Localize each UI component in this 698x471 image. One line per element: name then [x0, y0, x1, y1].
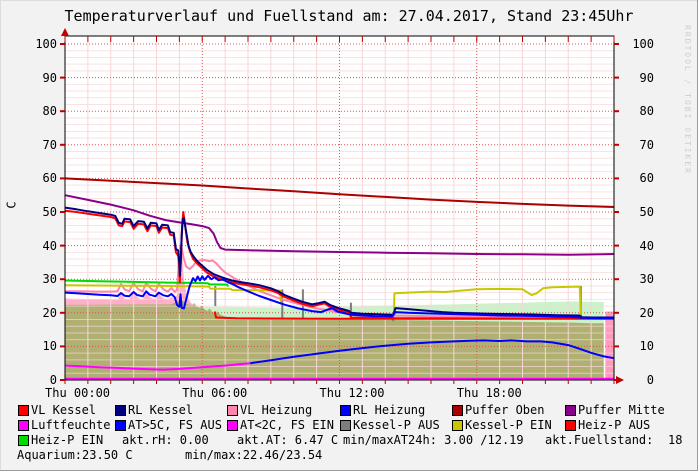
- series-rl-kessel: [64, 206, 614, 319]
- x-tick-label: Thu 12:00: [319, 386, 385, 400]
- y-tick-label: 0: [49, 373, 57, 387]
- legend-label: Puffer Mitte: [578, 403, 665, 417]
- y-tick-label: 80: [42, 104, 57, 119]
- series-kessel-p-ein: [392, 285, 582, 316]
- legend-label: VL Heizung: [240, 403, 313, 417]
- x-axis-arrow: [616, 376, 624, 384]
- y-tick-label: 10: [42, 339, 57, 354]
- x-tick-label: Thu 18:00: [456, 386, 522, 400]
- y-tick-label: 80: [639, 104, 654, 119]
- legend-swatch-heiz-p-ein: [18, 435, 29, 446]
- rrdtool-watermark: RRDTOOL / TOBI OETIKER: [683, 25, 692, 175]
- legend-label: Heiz-P AUS: [578, 418, 651, 432]
- y-tick-label: 20: [639, 305, 654, 320]
- legend-label: Heiz-P EIN: [31, 433, 104, 447]
- series-at-below-5c: [64, 362, 251, 371]
- series-rl-heizung: [64, 274, 614, 320]
- stat-text: akt.AT: 6.47 C: [237, 433, 339, 447]
- legend-swatch-puffer-oben: [452, 405, 463, 416]
- stat-text: akt.Fuellstand:: [545, 433, 654, 447]
- y-tick-label: 50: [639, 205, 654, 219]
- y-tick-label: 30: [639, 272, 654, 287]
- x-tick-label: Thu 00:00: [45, 386, 111, 400]
- legend-label: VL Kessel: [31, 403, 97, 417]
- stat-text: min/maxAT24h: 3.00 /12.19: [343, 433, 524, 447]
- legend-label: AT<2C, FS EIN: [240, 418, 334, 432]
- y-tick-label: 70: [639, 137, 654, 152]
- legend-swatch-luftfeuchte: [18, 420, 29, 431]
- legend-swatch-vl-heizung: [227, 405, 238, 416]
- y-tick-label: 0: [646, 373, 654, 387]
- legend-label: Luftfeuchte: [31, 418, 111, 432]
- legend-label: Kessel-P AUS: [353, 418, 440, 432]
- y-tick-label: 40: [42, 238, 57, 253]
- legend-label: RL Heizung: [353, 403, 426, 417]
- series-kessel-p-ein: [64, 284, 283, 305]
- stat-text: akt.rH: 0.00: [122, 433, 209, 447]
- graph-title: Temperaturverlauf und Fuellstand am: 27.…: [64, 7, 634, 25]
- y-tick-label: 100: [35, 37, 57, 51]
- stat-text: min/max:22.46/23.54: [185, 448, 323, 462]
- y-tick-label: 70: [42, 137, 57, 152]
- y-tick-label: 30: [42, 272, 57, 287]
- y-tick-label: 20: [42, 305, 57, 320]
- y-tick-label: 40: [639, 238, 654, 253]
- stat-text: Aquarium:23.50 C: [17, 448, 133, 462]
- y-tick-label: 10: [639, 339, 654, 354]
- stat-text: 18: [668, 433, 683, 447]
- y-tick-label: 90: [639, 70, 654, 85]
- legend-swatch-kessel-p-aus: [340, 420, 351, 431]
- series-puffer-mitte: [64, 194, 615, 256]
- legend-swatch-kessel-p-ein: [452, 420, 463, 431]
- legend-swatch-vl-kessel: [18, 405, 29, 416]
- y-tick-label: 90: [42, 70, 57, 85]
- legend-label: Puffer Oben: [465, 403, 545, 417]
- legend-label: RL Kessel: [128, 403, 194, 417]
- legend-swatch-at-5c-fs-aus: [115, 420, 126, 431]
- legend-label: Kessel-P EIN: [465, 418, 552, 432]
- legend-swatch-at-2c-fs-ein: [227, 420, 238, 431]
- legend-swatch-rl-heizung: [340, 405, 351, 416]
- x-tick-label: Thu 06:00: [182, 386, 248, 400]
- legend-swatch-puffer-mitte: [565, 405, 576, 416]
- y-tick-label: 60: [42, 171, 57, 186]
- series-puffer-oben: [64, 177, 615, 208]
- y-tick-label: 60: [639, 171, 654, 186]
- legend-swatch-rl-kessel: [115, 405, 126, 416]
- y-axis-arrow: [61, 28, 69, 36]
- y-tick-label: 50: [42, 205, 57, 219]
- legend-label: AT>5C, FS AUS: [128, 418, 222, 432]
- y-tick-label: 100: [632, 37, 654, 51]
- area-data-end-strip: [605, 311, 614, 380]
- legend-swatch-heiz-p-aus: [565, 420, 576, 431]
- series-at-above-5c: [250, 339, 615, 365]
